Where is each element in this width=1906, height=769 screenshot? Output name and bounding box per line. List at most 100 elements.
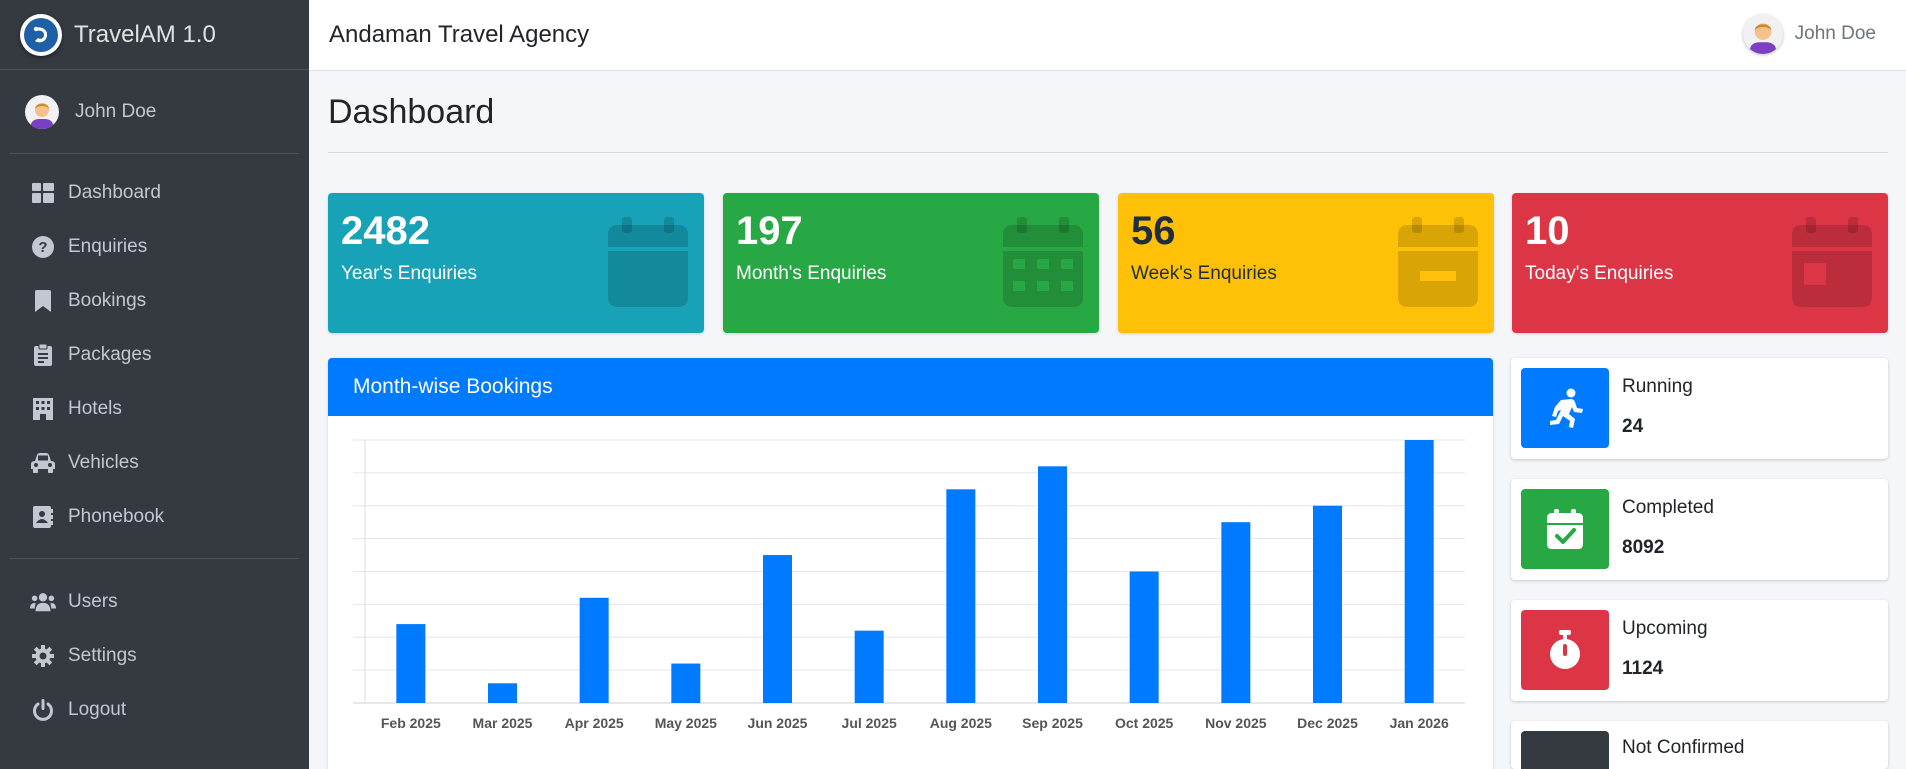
chart-x-tick-label: Mar 2025 — [473, 715, 533, 731]
power-icon — [30, 697, 56, 723]
chart-x-tick-label: May 2025 — [655, 715, 717, 731]
info-value: 1124 — [1622, 658, 1664, 679]
chart-bar[interactable] — [671, 663, 701, 703]
calendar-icon — [608, 217, 688, 307]
stat-value: 2482 — [341, 209, 430, 253]
sidebar-item-label: Phonebook — [68, 506, 165, 527]
car-icon — [30, 450, 56, 476]
chart-bar[interactable] — [1221, 522, 1251, 703]
bookings-bar-chart: Feb 2025 Mar 2025 Apr 2025 May 2025 Jun 2025… — [353, 439, 1465, 731]
building-icon — [30, 396, 56, 422]
chart-bar[interactable] — [579, 597, 609, 703]
chart-bar[interactable] — [1313, 505, 1342, 703]
stat-label: Month's Enquiries — [736, 263, 887, 284]
stat-label: Today's Enquiries — [1525, 263, 1674, 284]
sidebar-item-label: Logout — [68, 699, 127, 720]
chart-bar[interactable] — [763, 555, 792, 703]
bookings-chart-card: Month-wise Bookings Feb 2025 Mar 2025 Apr … — [328, 358, 1493, 769]
sidebar-item-label: Users — [68, 591, 118, 612]
sidebar-user-panel[interactable]: John Doe — [10, 70, 299, 154]
sidebar-item-dashboard[interactable]: Dashboard — [0, 166, 309, 220]
topbar-user-menu[interactable]: John Doe — [1742, 14, 1876, 54]
dashboard-icon — [30, 180, 56, 206]
question-circle-icon: ? — [30, 234, 56, 260]
chart-x-tick-label: Jun 2025 — [748, 715, 808, 731]
sidebar-item-enquiries[interactable]: ? Enquiries — [0, 220, 309, 274]
svg-text:?: ? — [38, 239, 47, 256]
info-upcoming[interactable]: Upcoming 1124 — [1511, 600, 1888, 701]
agency-title: Andaman Travel Agency — [329, 21, 590, 48]
stat-year-enquiries[interactable]: 2482 Year's Enquiries — [328, 193, 704, 333]
sidebar-item-label: Vehicles — [68, 452, 139, 473]
topbar: Andaman Travel Agency John Doe — [309, 0, 1906, 71]
chart-bar[interactable] — [854, 630, 884, 703]
info-title: Completed — [1622, 497, 1714, 518]
info-value: 8092 — [1622, 537, 1665, 558]
chart-x-tick-label: Jan 2026 — [1390, 715, 1449, 731]
sidebar-item-label: Enquiries — [68, 236, 148, 257]
brand-logo-icon — [20, 13, 62, 56]
sidebar: TravelAM 1.0 John Doe Dashboard ? Enquir… — [0, 0, 309, 769]
users-icon — [30, 589, 56, 615]
chart-x-tick-label: Aug 2025 — [930, 715, 992, 731]
chart-x-tick-label: Jul 2025 — [842, 715, 897, 731]
stat-value: 56 — [1131, 209, 1176, 253]
avatar — [25, 94, 59, 129]
stopwatch-icon — [1521, 610, 1609, 690]
stat-month-enquiries[interactable]: 197 Month's Enquiries — [723, 193, 1099, 333]
stat-label: Year's Enquiries — [341, 263, 478, 284]
brand[interactable]: TravelAM 1.0 — [0, 0, 309, 70]
sidebar-item-logout[interactable]: Logout — [0, 683, 309, 737]
info-completed[interactable]: Completed 8092 — [1511, 479, 1888, 580]
chart-bar[interactable] — [488, 683, 517, 703]
info-title: Running — [1622, 376, 1693, 397]
sidebar-divider — [10, 558, 299, 559]
sidebar-item-phonebook[interactable]: Phonebook — [0, 490, 309, 544]
info-running[interactable]: Running 24 — [1511, 358, 1888, 459]
main-content: Dashboard 2482 Year's Enquiries 197 Mont… — [328, 71, 1888, 769]
chart-bar[interactable] — [946, 489, 976, 703]
calendar-grid-icon — [1003, 217, 1083, 307]
gear-icon — [30, 643, 56, 669]
calendar-day-icon — [1792, 217, 1872, 307]
sidebar-item-settings[interactable]: Settings — [0, 629, 309, 683]
sidebar-item-label: Settings — [68, 645, 137, 666]
chart-x-tick-label: Feb 2025 — [381, 715, 441, 731]
address-book-icon — [30, 504, 56, 530]
stat-week-enquiries[interactable]: 56 Week's Enquiries — [1118, 193, 1494, 333]
sidebar-nav: Dashboard ? Enquiries Bookings Packages … — [0, 154, 309, 737]
chart-bar[interactable] — [1038, 466, 1067, 703]
stat-value: 10 — [1525, 209, 1570, 253]
sidebar-item-packages[interactable]: Packages — [0, 328, 309, 382]
clipboard-icon — [30, 342, 56, 368]
sidebar-item-vehicles[interactable]: Vehicles — [0, 436, 309, 490]
chart-x-tick-label: Oct 2025 — [1115, 715, 1174, 731]
calendar-week-icon — [1398, 217, 1478, 307]
chart-body: Feb 2025 Mar 2025 Apr 2025 May 2025 Jun 2025… — [328, 416, 1493, 769]
sidebar-item-label: Dashboard — [68, 182, 161, 203]
sidebar-item-label: Hotels — [68, 398, 122, 419]
chart-bar[interactable] — [1129, 571, 1159, 704]
info-value: 24 — [1622, 416, 1644, 437]
stat-label: Week's Enquiries — [1131, 263, 1277, 284]
sidebar-item-hotels[interactable]: Hotels — [0, 382, 309, 436]
chart-x-tick-label: Dec 2025 — [1297, 715, 1358, 731]
sidebar-item-label: Packages — [68, 344, 152, 365]
page-title: Dashboard — [328, 71, 1888, 153]
calendar-check-icon — [1521, 489, 1609, 569]
brand-name: TravelAM 1.0 — [74, 20, 216, 48]
chart-x-tick-label: Sep 2025 — [1022, 715, 1083, 731]
chart-bar[interactable] — [1404, 440, 1434, 703]
stat-today-enquiries[interactable]: 10 Today's Enquiries — [1512, 193, 1888, 333]
topbar-user-name: John Doe — [1794, 23, 1876, 44]
chart-x-tick-label: Nov 2025 — [1205, 715, 1267, 731]
bookmark-icon — [30, 288, 56, 314]
sidebar-item-users[interactable]: Users — [0, 575, 309, 629]
chart-bar[interactable] — [396, 624, 426, 703]
info-title: Not Confirmed — [1622, 737, 1745, 758]
info-not-confirmed[interactable]: Not Confirmed — [1511, 721, 1888, 769]
stat-value: 197 — [736, 209, 803, 253]
avatar — [1742, 14, 1783, 54]
chart-card-title: Month-wise Bookings — [328, 358, 1493, 416]
sidebar-item-bookings[interactable]: Bookings — [0, 274, 309, 328]
